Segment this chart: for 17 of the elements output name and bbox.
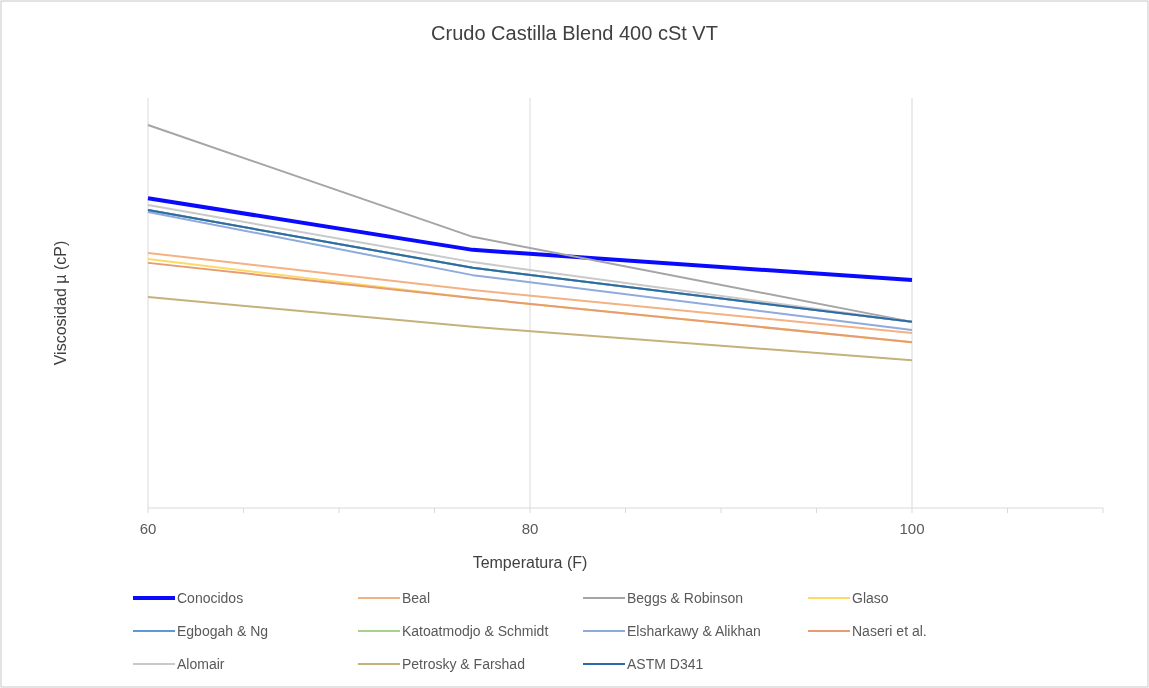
legend-label: Petrosky & Farshad [402, 656, 525, 672]
legend-label: Beal [402, 590, 431, 606]
legend-label: ASTM D341 [627, 656, 704, 672]
y-axis-title: Viscosidad µ (cP) [52, 240, 69, 366]
chart-title: Crudo Castilla Blend 400 cSt VT [431, 22, 718, 44]
legend-label: Naseri et al. [852, 623, 927, 639]
legend-label: Beggs & Robinson [627, 590, 743, 606]
x-tick-label: 60 [139, 520, 157, 537]
legend-label: Glaso [852, 590, 889, 606]
x-axis-title: Temperatura (F) [472, 554, 588, 571]
legend-label: Elsharkawy & Alikhan [627, 623, 761, 639]
legend-label: Katoatmodjo & Schmidt [402, 623, 549, 639]
legend-label: Egbogah & Ng [177, 623, 269, 639]
legend-label: Conocidos [177, 590, 244, 606]
x-tick-label: 80 [521, 520, 539, 537]
legend-label: Alomair [177, 656, 225, 672]
x-tick-label: 100 [899, 520, 925, 537]
